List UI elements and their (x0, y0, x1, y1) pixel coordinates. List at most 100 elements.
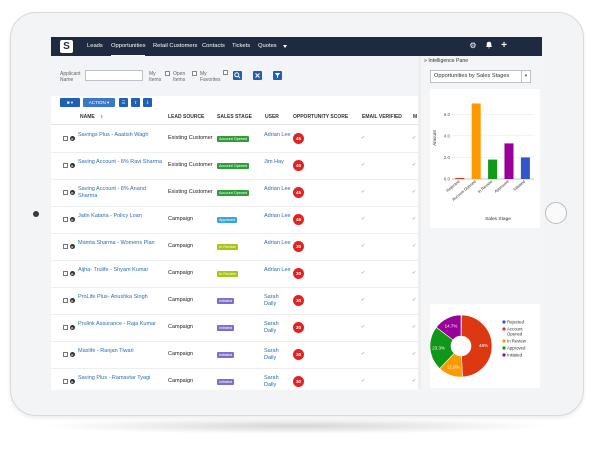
opportunity-name-link[interactable]: Jatin Kataria - Policy Loan (78, 213, 142, 219)
sort-icon[interactable]: ⇕ (100, 114, 104, 119)
column-m[interactable]: M (413, 114, 418, 120)
table-row[interactable]: ▸ Prulink Assurance - Raja Kumar Campaign I… (51, 314, 418, 342)
table-row[interactable]: ▸ Jatin Kataria - Policy Loan Campaign Appr… (51, 206, 418, 234)
column-email-verified[interactable]: EMAIL VERIFIED (362, 114, 402, 120)
bar[interactable] (488, 159, 498, 179)
chart-selector[interactable]: Opportunities by Sales Stages ▾ (430, 70, 531, 83)
close-icon[interactable] (253, 71, 262, 80)
expand-icon[interactable]: ▸ (70, 190, 75, 195)
opportunity-name-link[interactable]: ProLife Plus- Anushka Singh (78, 294, 148, 300)
expand-icon[interactable]: ▸ (70, 271, 75, 276)
bar[interactable] (455, 177, 465, 179)
user-link[interactable]: Sarah Dally (264, 294, 279, 307)
opportunity-name-link[interactable]: Saving Account - 8% Anand Sharma (78, 186, 146, 199)
upload-icon[interactable]: ⇧ (131, 98, 140, 107)
user-link[interactable]: Sarah Dally (264, 375, 279, 388)
expand-icon[interactable]: ▸ (70, 352, 75, 357)
legend-marker (502, 346, 506, 350)
action-dropdown[interactable]: ACTION ▾ (83, 98, 115, 107)
column-name[interactable]: NAME (80, 114, 95, 120)
user-link[interactable]: Adrian Lee (264, 186, 291, 192)
applicant-name-input[interactable] (85, 70, 143, 81)
select-all-dropdown[interactable]: ■ ▾ (60, 98, 80, 107)
expand-icon[interactable]: ▸ (70, 244, 75, 249)
lead-source: Campaign (168, 243, 194, 249)
user-link[interactable]: Jim Hay (264, 159, 284, 165)
user-link[interactable]: Adrian Lee (264, 267, 291, 273)
row-checkbox[interactable] (63, 217, 68, 222)
table-row[interactable]: ▸ Saving Account - 8% Anand Sharma Existin… (51, 179, 418, 207)
table-row[interactable]: ▸ Mamta Sharma - Womens Plan Campaign In Re… (51, 233, 418, 261)
opportunity-name-link[interactable]: Saving Account - 8% Ravi Sharma (78, 159, 163, 165)
row-checkbox[interactable] (63, 325, 68, 330)
y-tick-label: 2.0 (444, 155, 451, 160)
list-icon[interactable]: ☰ (119, 98, 128, 107)
opportunity-name-link[interactable]: Mamta Sharma - Womens Plan (78, 240, 155, 246)
expand-icon[interactable]: ▸ (70, 217, 75, 222)
expand-icon[interactable]: ▸ (70, 298, 75, 303)
user-link[interactable]: Sarah Dally (264, 321, 279, 334)
table-row[interactable]: ▸ Maxlife - Ranjan Tiwari Campaign Initiate… (51, 341, 418, 369)
opportunity-name-link[interactable]: Savings Plus - Aaatish Wagh (78, 132, 149, 138)
search-icon[interactable] (233, 71, 242, 80)
sales-stage-badge: Approved (217, 217, 238, 223)
plus-icon[interactable]: + (501, 40, 507, 51)
opportunity-name-link[interactable]: Maxlife - Ranjan Tiwari (78, 348, 134, 354)
row-checkbox[interactable] (63, 298, 68, 303)
column-opportunity-score[interactable]: OPPORTUNITY SCORE (293, 114, 349, 120)
row-checkbox[interactable] (63, 190, 68, 195)
home-button[interactable] (545, 202, 567, 224)
row-checkbox[interactable] (63, 244, 68, 249)
nav-contacts[interactable]: Contacts (202, 43, 225, 49)
more-menu-chevron-down-icon[interactable] (283, 45, 287, 48)
opportunity-name-link[interactable]: Saving Plus - Ramavtar Tyagi (78, 375, 151, 381)
bar[interactable] (504, 143, 514, 179)
column-sales-stage[interactable]: SALES STAGE (217, 114, 252, 120)
row-checkbox[interactable] (63, 379, 68, 384)
app-logo[interactable]: S (60, 40, 73, 53)
nav-leads[interactable]: Leads (87, 43, 103, 49)
table-scrollbar[interactable] (418, 56, 421, 390)
row-checkbox[interactable] (63, 163, 68, 168)
nav-opportunities[interactable]: Opportunities (111, 37, 146, 56)
sales-stage-badge: Initiated (217, 325, 235, 331)
mobile-verified-icon: ✔ (412, 270, 417, 276)
user-link[interactable]: Sarah Dally (264, 348, 279, 361)
legend-marker (502, 353, 506, 357)
row-checkbox[interactable] (63, 136, 68, 141)
nav-tickets[interactable]: Tickets (232, 43, 251, 49)
user-link[interactable]: Adrian Lee (264, 132, 291, 138)
bell-icon[interactable] (484, 41, 494, 51)
expand-icon[interactable]: ▸ (70, 136, 75, 141)
download-icon[interactable]: ⇩ (143, 98, 152, 107)
table-row[interactable]: ▸ Saving Account - 8% Ravi Sharma Existing… (51, 152, 418, 180)
my-favorites-checkbox[interactable] (223, 70, 228, 75)
table-row[interactable]: ▸ Savings Plus - Aaatish Wagh Existing Cus… (51, 125, 418, 153)
table-row[interactable]: ▸ Saving Plus - Ramavtar Tyagi Campaign Ini… (51, 368, 418, 390)
nav-retail-customers[interactable]: Retail Customers (153, 43, 198, 49)
row-checkbox[interactable] (63, 352, 68, 357)
table-row[interactable]: ▸ Aijha- Trulife - Shyam Kumar Campaign In … (51, 260, 418, 288)
row-checkbox[interactable] (63, 271, 68, 276)
pie-slice[interactable] (460, 314, 493, 378)
opportunity-name-link[interactable]: Aijha- Trulife - Shyam Kumar (78, 267, 149, 273)
user-link[interactable]: Adrian Lee (264, 240, 291, 246)
gear-icon[interactable]: ⚙ (469, 41, 477, 50)
expand-icon[interactable]: ▸ (70, 325, 75, 330)
table-row[interactable]: ▸ ProLife Plus- Anushka Singh Campaign Init… (51, 287, 418, 315)
bar[interactable] (471, 103, 481, 179)
nav-quotes[interactable]: Quotes (258, 43, 277, 49)
open-items-checkbox[interactable] (165, 71, 170, 76)
user-link[interactable]: Adrian Lee (264, 213, 291, 219)
expand-icon[interactable]: ▸ (70, 163, 75, 168)
my-favorites-toggle-checkbox[interactable] (192, 71, 197, 76)
bar[interactable] (520, 157, 530, 179)
opportunity-name-link[interactable]: Prulink Assurance - Raja Kumar (78, 321, 156, 327)
pie-slice[interactable] (435, 314, 462, 341)
filter-icon[interactable] (273, 71, 282, 80)
expand-icon[interactable]: ▸ (70, 379, 75, 384)
column-lead-source[interactable]: LEAD SOURCE (168, 114, 205, 120)
column-user[interactable]: USER (265, 114, 279, 120)
pie-chart-card: 49% 12.8% 23.3% 14.7% Rejected Account Opened I… (429, 304, 540, 388)
top-navigation: S Leads Opportunities Retail Customers C… (51, 37, 542, 56)
